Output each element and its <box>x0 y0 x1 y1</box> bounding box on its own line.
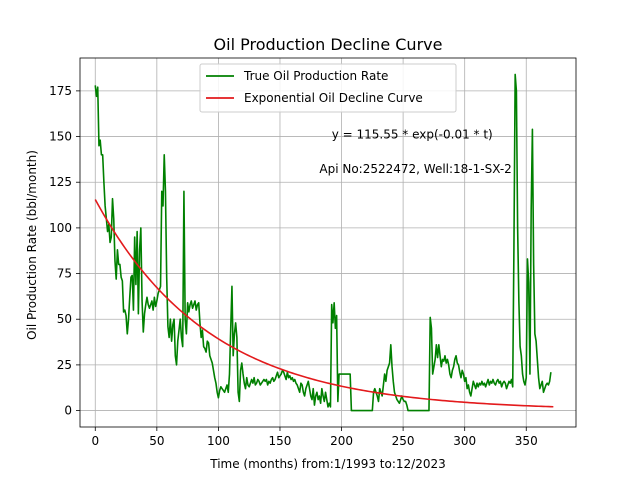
x-tick-label: 150 <box>269 434 292 448</box>
x-tick-label: 50 <box>149 434 164 448</box>
y-tick-label: 25 <box>57 358 72 372</box>
x-tick-label: 0 <box>91 434 99 448</box>
series-true-oil-production-rate <box>94 73 552 412</box>
y-axis-label: Oil Production Rate (bbl/month) <box>25 150 39 340</box>
plot-area <box>94 73 554 412</box>
legend-box <box>199 63 457 113</box>
x-axis-ticks: 0 50 100 150 200 250 300 350 <box>91 427 538 448</box>
y-tick-label: 100 <box>49 221 72 235</box>
legend: True Oil Production Rate Exponential Oil… <box>199 63 457 113</box>
fit-equation-annotation: y = 115.55 * exp(-0.01 * t) <box>332 127 493 141</box>
series-exponential-decline-curve <box>94 199 554 408</box>
axes-frame <box>79 57 577 428</box>
y-tick-label: 75 <box>57 267 72 281</box>
y-axis-ticks: 0 25 50 75 100 125 150 175 <box>49 84 80 418</box>
well-id-annotation: Api No:2522472, Well:18-1-SX-2 <box>319 162 511 176</box>
y-tick-label: 0 <box>64 404 72 418</box>
legend-label-exponential: Exponential Oil Decline Curve <box>244 91 423 105</box>
x-tick-label: 100 <box>207 434 230 448</box>
x-tick-label: 250 <box>392 434 415 448</box>
x-axis-label: Time (months) from:1/1993 to:12/2023 <box>209 457 446 471</box>
legend-label-true-rate: True Oil Production Rate <box>243 69 388 83</box>
grid <box>80 58 576 427</box>
y-tick-label: 50 <box>57 312 72 326</box>
y-tick-label: 175 <box>49 84 72 98</box>
chart-title: Oil Production Decline Curve <box>214 35 443 54</box>
x-tick-label: 350 <box>515 434 538 448</box>
y-tick-label: 125 <box>49 175 72 189</box>
x-tick-label: 300 <box>453 434 476 448</box>
x-tick-label: 200 <box>330 434 353 448</box>
y-tick-label: 150 <box>49 130 72 144</box>
